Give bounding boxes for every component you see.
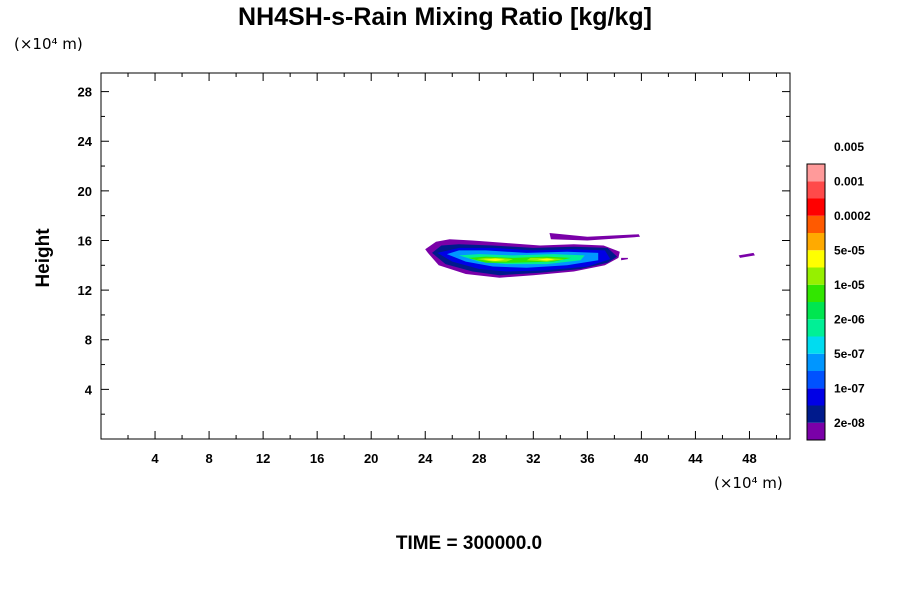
colorbar-label: 1e-05 bbox=[834, 278, 865, 292]
colorbar-label: 0.005 bbox=[834, 140, 864, 154]
colorbar-label: 5e-07 bbox=[834, 347, 865, 361]
colorbar-swatch bbox=[807, 388, 825, 406]
colorbar-swatch bbox=[807, 319, 825, 337]
colorbar: 2e-08 1e-07 5e-07 2e-06 1e-05 5e-05 0.0002 0.00… bbox=[806, 140, 871, 441]
colorbar-label: 1e-07 bbox=[834, 381, 865, 395]
contour-region-2 bbox=[621, 257, 628, 261]
contour-region-1 bbox=[549, 233, 640, 241]
colorbar-swatch bbox=[807, 164, 825, 182]
colorbar-swatch bbox=[807, 353, 825, 371]
y-tick-label: 8 bbox=[85, 333, 92, 348]
colorbar-swatch bbox=[807, 336, 825, 354]
x-tick-label: 32 bbox=[526, 451, 540, 466]
data-contours bbox=[425, 233, 755, 278]
time-label: TIME = 300000.0 bbox=[396, 533, 542, 554]
colorbar-swatch bbox=[807, 371, 825, 389]
colorbar-label: 2e-06 bbox=[834, 312, 865, 326]
y-tick-label: 20 bbox=[78, 184, 92, 199]
y-tick-label: 12 bbox=[78, 283, 92, 298]
colorbar-label: 2e-08 bbox=[834, 416, 865, 430]
colorbar-label: 5e-05 bbox=[834, 243, 865, 257]
colorbar-label: 0.001 bbox=[834, 174, 864, 188]
colorbar-swatch bbox=[807, 302, 825, 320]
x-axis-unit-label: (×10⁴ m) bbox=[714, 474, 783, 492]
x-tick-label: 44 bbox=[688, 451, 703, 466]
colorbar-swatch bbox=[807, 284, 825, 302]
colorbar-swatch bbox=[807, 181, 825, 199]
y-axis-label: Height bbox=[33, 228, 54, 288]
y-tick-label: 28 bbox=[78, 85, 92, 100]
x-tick-label: 20 bbox=[364, 451, 378, 466]
colorbar-swatch bbox=[807, 422, 825, 440]
y-tick-labels: 4 8 12 16 20 24 28 bbox=[78, 85, 93, 398]
colorbar-swatch bbox=[807, 250, 825, 268]
y-tick-label: 4 bbox=[85, 382, 93, 397]
y-axis-unit-label: (×10⁴ m) bbox=[14, 35, 83, 53]
x-tick-label: 16 bbox=[310, 451, 324, 466]
contour-region-11 bbox=[483, 258, 505, 261]
colorbar-outline bbox=[806, 163, 826, 441]
x-tick-labels: 4 8 12 16 20 24 28 32 36 40 44 48 bbox=[151, 451, 756, 466]
colorbar-swatch bbox=[807, 405, 825, 423]
contour-region-3 bbox=[738, 252, 755, 258]
x-tick-label: 28 bbox=[472, 451, 486, 466]
x-tick-label: 40 bbox=[634, 451, 648, 466]
y-tick-label: 16 bbox=[78, 233, 92, 248]
colorbar-swatch bbox=[807, 215, 825, 233]
x-tick-label: 12 bbox=[256, 451, 270, 466]
contour-region-12 bbox=[537, 258, 555, 261]
colorbar-swatch bbox=[807, 267, 825, 285]
x-tick-label: 48 bbox=[742, 451, 756, 466]
x-tick-label: 36 bbox=[580, 451, 594, 466]
colorbar-swatch bbox=[807, 198, 825, 216]
colorbar-label: 0.0002 bbox=[834, 209, 871, 223]
y-tick-label: 24 bbox=[78, 134, 93, 149]
x-tick-label: 8 bbox=[205, 451, 212, 466]
chart-title: NH4SH-s-Rain Mixing Ratio [kg/kg] bbox=[238, 3, 652, 31]
x-tick-label: 24 bbox=[418, 451, 433, 466]
plot-frame bbox=[100, 72, 791, 440]
axis-ticks bbox=[101, 73, 790, 439]
x-tick-label: 4 bbox=[151, 451, 159, 466]
colorbar-swatch bbox=[807, 233, 825, 251]
